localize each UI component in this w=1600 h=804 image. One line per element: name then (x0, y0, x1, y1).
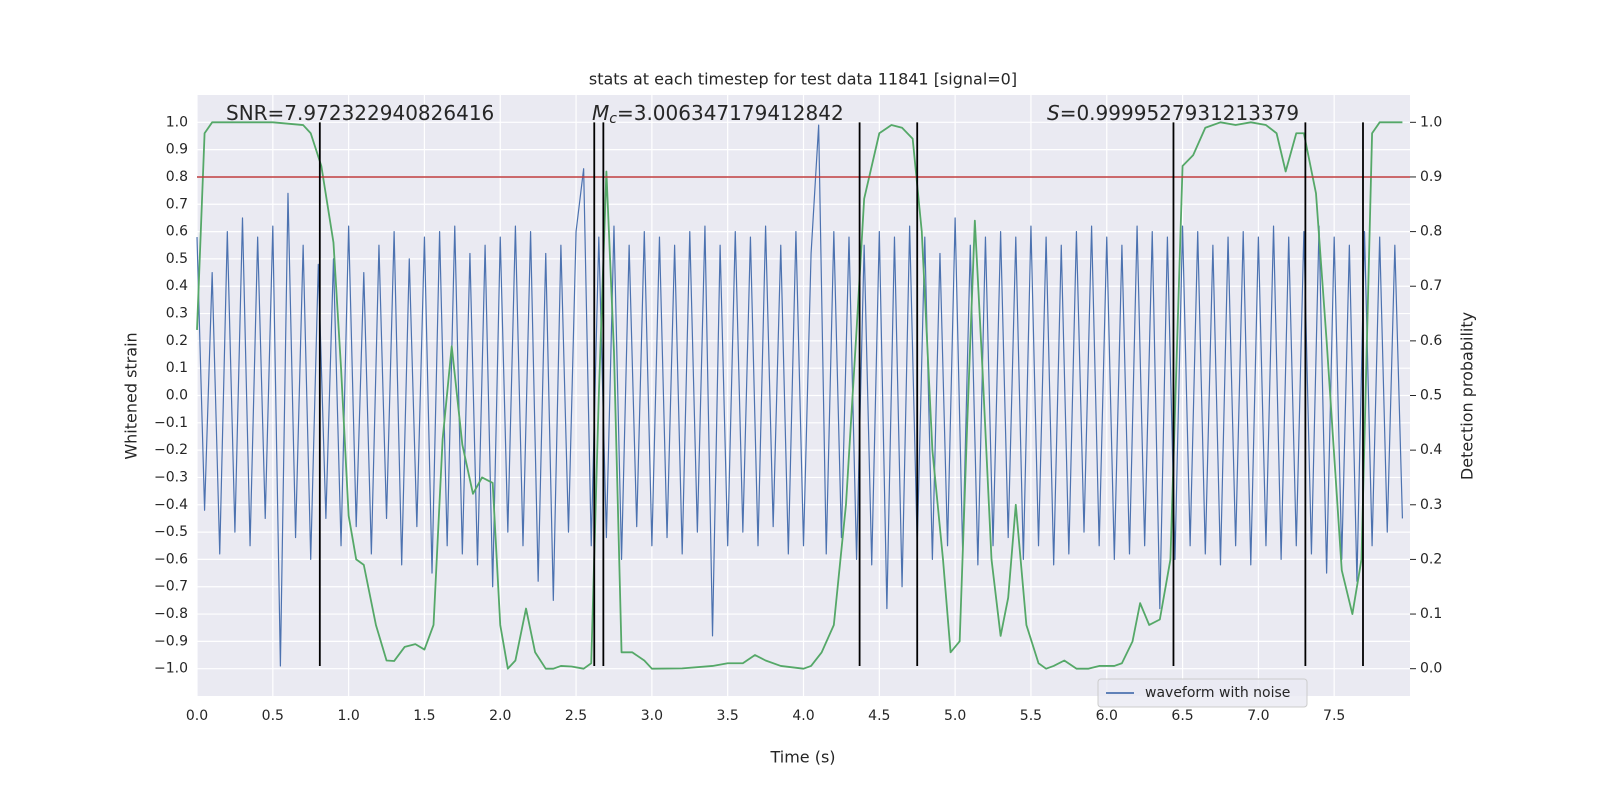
x-axis-label: Time (s) (769, 748, 835, 767)
annotation-symbol: M (592, 101, 609, 125)
y2-tick-label: 0.4 (1420, 442, 1442, 458)
y2-tick-label: 0.0 (1420, 661, 1442, 677)
x-tick-label: 5.5 (1020, 708, 1042, 724)
y-tick-label: 0.2 (166, 333, 188, 349)
y-tick-label: 0.3 (166, 306, 188, 322)
annotation-text: =3.006347179412842 (617, 101, 844, 125)
y-tick-label: 0.0 (166, 388, 188, 404)
legend-box (1097, 678, 1308, 708)
x-tick-label: 4.5 (868, 708, 890, 724)
y2-tick-label: 0.5 (1420, 388, 1442, 404)
y-tick-label: −0.1 (154, 415, 188, 431)
y2-tick-label: 0.2 (1420, 551, 1442, 567)
x-tick-label: 0.0 (186, 708, 208, 724)
annotation-text: =0.9999527931213379 (1060, 101, 1299, 125)
annotation: S=0.9999527931213379 (1047, 101, 1299, 125)
y2-axis-label: Detection probability (1458, 312, 1477, 480)
y-tick-label: −0.8 (154, 606, 188, 622)
y-tick-label: −0.4 (154, 497, 188, 513)
y-tick-label: 0.8 (166, 169, 188, 185)
x-tick-label: 3.5 (717, 708, 739, 724)
x-tick-label: 1.5 (413, 708, 435, 724)
y-tick-label: 0.7 (166, 196, 188, 212)
annotation-text: SNR=7.972322940826416 (226, 101, 494, 125)
x-tick-label: 2.5 (565, 708, 587, 724)
y-tick-label: 0.9 (166, 142, 188, 158)
chart-title: stats at each timestep for test data 118… (589, 70, 1017, 89)
y-tick-label: −0.6 (154, 551, 188, 567)
series-line (196, 124, 1404, 667)
y2-tick-label: 0.1 (1420, 606, 1442, 622)
y-tick-label: −0.9 (154, 633, 188, 649)
x-tick-label: 7.5 (1323, 708, 1345, 724)
x-tick-label: 2.0 (489, 708, 511, 724)
y-tick-label: −1.0 (154, 661, 188, 677)
x-tick-label: 6.0 (1096, 708, 1118, 724)
y-axis-label: Whitened strain (122, 332, 141, 459)
x-tick-label: 3.0 (641, 708, 663, 724)
annotation-subscript: c (609, 111, 617, 127)
y-tick-label: 0.1 (166, 360, 188, 376)
y-tick-label: 1.0 (166, 114, 188, 130)
y-tick-label: −0.7 (154, 579, 188, 595)
x-tick-label: 4.0 (792, 708, 814, 724)
x-tick-label: 1.0 (337, 708, 359, 724)
x-tick-label: 7.0 (1247, 708, 1269, 724)
x-tick-label: 5.0 (944, 708, 966, 724)
annotation: Mc=3.006347179412842 (592, 101, 844, 128)
y-tick-label: −0.3 (154, 469, 188, 485)
y-tick-label: −0.2 (154, 442, 188, 458)
annotation: SNR=7.972322940826416 (226, 101, 494, 125)
y2-tick-label: 0.6 (1420, 333, 1442, 349)
y2-tick-label: 0.9 (1420, 169, 1442, 185)
y2-tick-label: 0.3 (1420, 497, 1442, 513)
x-tick-label: 6.5 (1171, 708, 1193, 724)
x-tick-label: 0.5 (262, 708, 284, 724)
y2-tick-label: 0.8 (1420, 224, 1442, 240)
legend-label: waveform with noise (1145, 685, 1290, 701)
y-tick-label: 0.6 (166, 224, 188, 240)
y-tick-label: 0.4 (166, 278, 188, 294)
y2-tick-label: 1.0 (1420, 114, 1442, 130)
series-line (196, 121, 1403, 670)
y-tick-label: 0.5 (166, 251, 188, 267)
y2-tick-label: 0.7 (1420, 278, 1442, 294)
y-tick-label: −0.5 (154, 524, 188, 540)
annotation-symbol: S (1047, 101, 1060, 125)
